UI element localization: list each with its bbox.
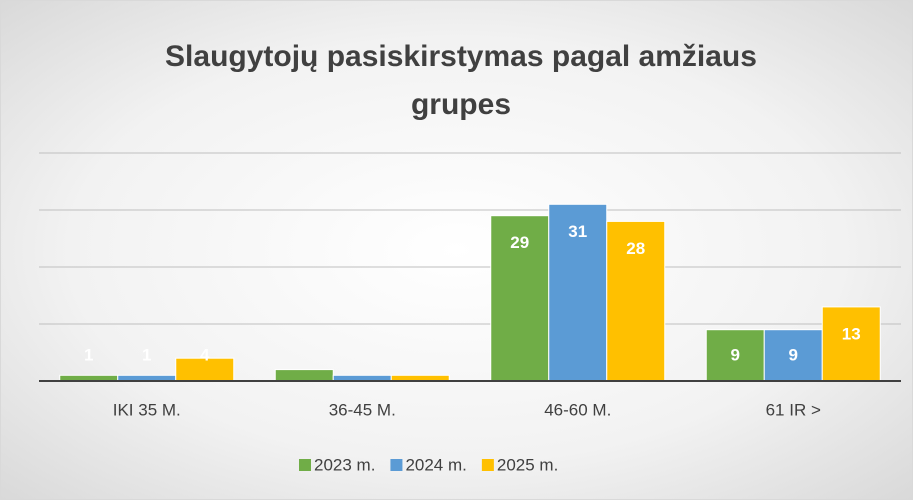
legend-swatch [390, 459, 403, 471]
data-label: 1 [84, 345, 93, 364]
data-label: 28 [626, 239, 645, 258]
data-label: 9 [789, 345, 798, 364]
legend-swatch [299, 459, 311, 471]
x-tick-label: 36-45 M. [329, 400, 396, 419]
bar [763, 329, 823, 382]
bar [274, 369, 334, 382]
x-tick-label: IKI 35 M. [113, 400, 181, 419]
bar [490, 215, 550, 382]
data-label: 1 [142, 345, 151, 364]
legend-label: 2024 m. [405, 455, 466, 474]
data-label: 31 [568, 222, 587, 241]
legend-label: 2023 m. [314, 455, 375, 474]
chart-title: Slaugytojų pasiskirstymas pagal amžiaus … [165, 40, 757, 121]
x-tick-label: 46-60 M. [544, 400, 611, 419]
legend-swatch [481, 459, 494, 471]
bar [821, 306, 881, 382]
data-label: 9 [731, 345, 740, 364]
x-tick-label: 61 IR > [766, 400, 821, 419]
bar [548, 203, 608, 382]
legend-label: 2025 m. [497, 455, 558, 474]
data-label: 4 [200, 345, 210, 364]
data-label: 13 [842, 324, 861, 343]
data-label: 29 [510, 233, 529, 252]
